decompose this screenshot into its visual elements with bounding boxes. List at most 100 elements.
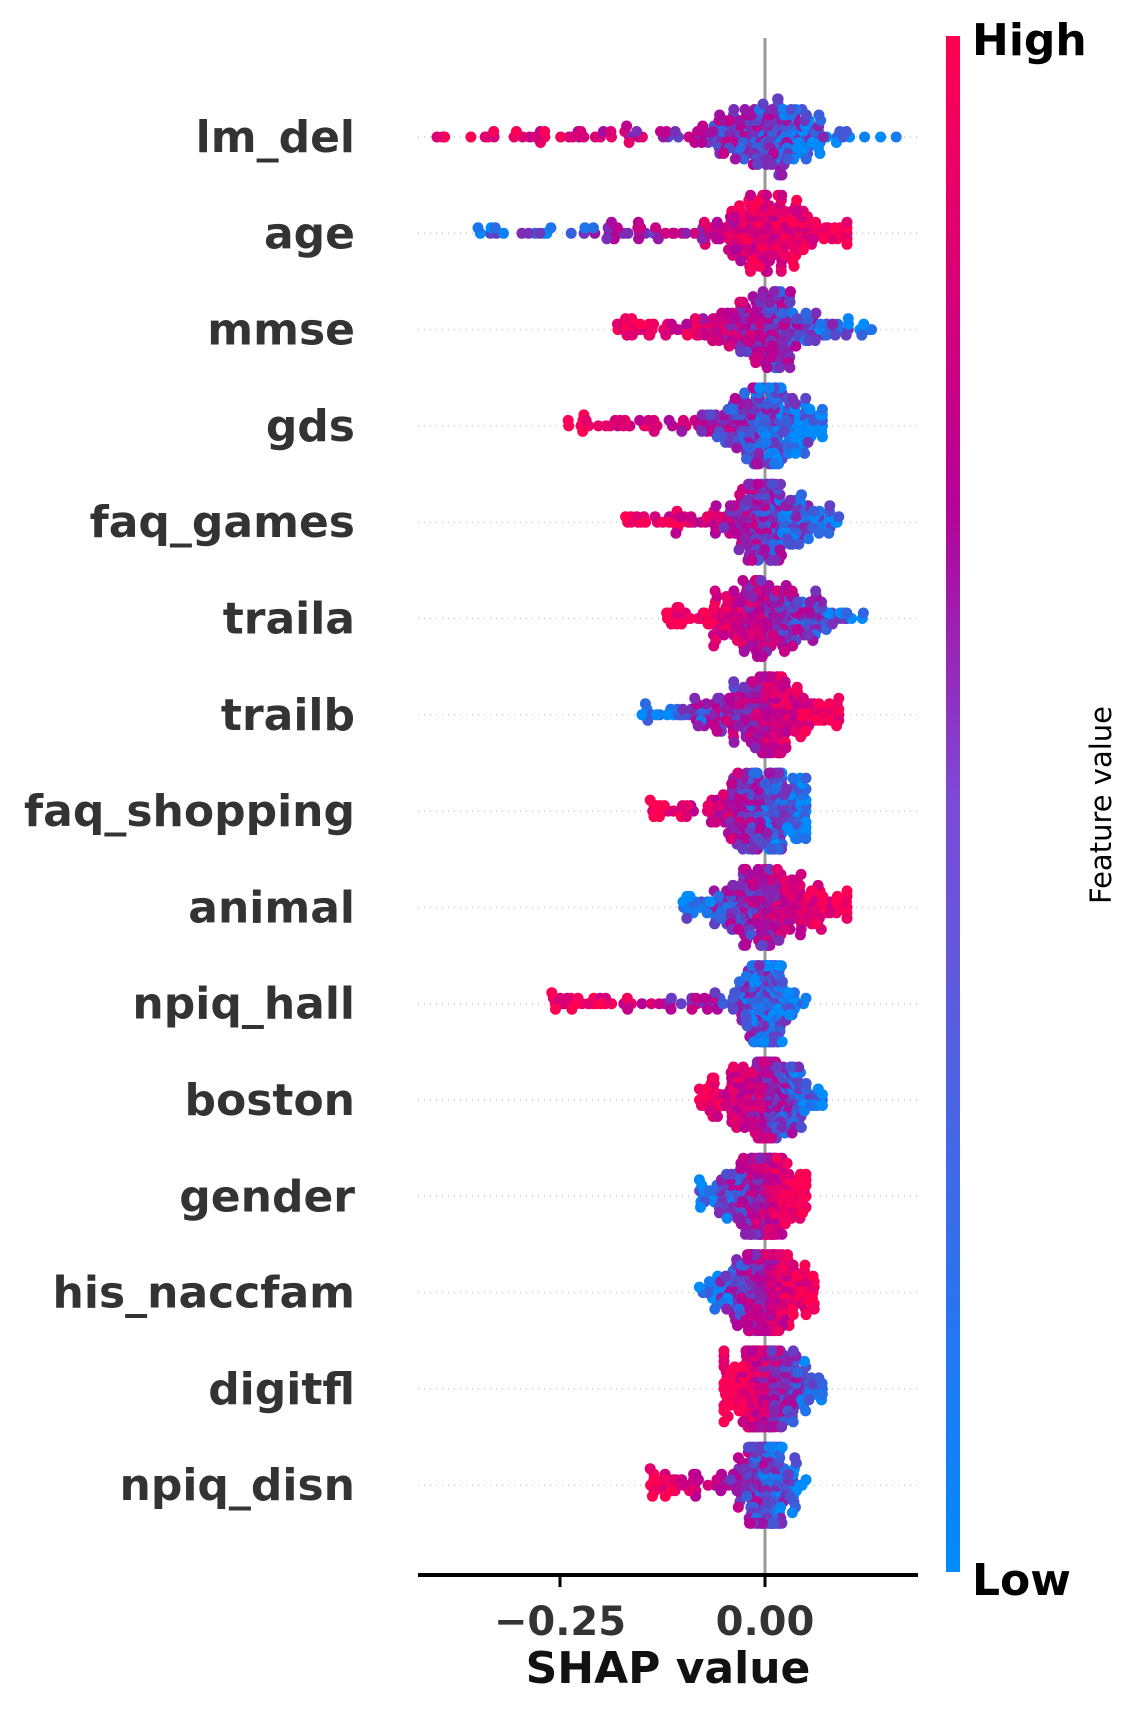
point-animal	[705, 896, 716, 908]
point-npiq_hall	[758, 1036, 770, 1048]
point-npiq_hall	[686, 1003, 698, 1015]
point-gds	[562, 414, 574, 426]
point-age	[489, 222, 501, 234]
point-traila	[671, 602, 683, 613]
point-age	[534, 227, 546, 239]
point-digitfl	[718, 1416, 730, 1428]
point-age	[761, 189, 772, 201]
point-faq_shopping	[702, 800, 714, 812]
point-trailb	[720, 714, 732, 726]
point-gds	[760, 436, 772, 448]
point-gds	[696, 425, 708, 437]
feature-label-npiq_disn: npiq_disn	[120, 1460, 356, 1511]
point-age	[633, 233, 645, 245]
point-digitfl	[763, 1421, 775, 1433]
x-tick-label: −0.25	[494, 1599, 626, 1645]
point-animal	[752, 863, 764, 875]
point-boston	[719, 1089, 731, 1100]
point-age	[735, 255, 747, 267]
point-faq_games	[752, 478, 764, 490]
point-gds	[754, 382, 766, 394]
point-npiq_disn	[644, 1463, 656, 1475]
point-age	[579, 222, 591, 234]
point-mmse	[660, 329, 672, 341]
point-npiq_hall	[690, 992, 702, 1004]
point-gds	[816, 403, 828, 415]
point-age	[797, 244, 809, 256]
point-animal	[824, 907, 836, 919]
point-animal	[733, 923, 745, 935]
x-axis-title: SHAP value	[526, 1643, 811, 1694]
point-his_naccfam	[721, 1303, 733, 1315]
point-boston	[784, 1061, 796, 1073]
point-animal	[677, 896, 689, 908]
point-lm_del	[431, 131, 443, 143]
point-npiq_hall	[621, 992, 633, 1004]
point-trailb	[639, 698, 651, 710]
point-trailb	[747, 676, 759, 688]
point-gender	[797, 1207, 809, 1219]
point-traila	[787, 640, 799, 652]
point-npiq_hall	[699, 992, 710, 1004]
point-faq_games	[824, 500, 836, 512]
point-his_naccfam	[742, 1320, 754, 1332]
point-faq_shopping	[773, 767, 785, 779]
point-trailb	[800, 725, 812, 737]
point-faq_games	[770, 554, 782, 566]
point-lm_del	[733, 115, 745, 126]
point-faq_games	[670, 527, 682, 539]
point-animal	[817, 890, 829, 902]
point-traila	[737, 575, 749, 586]
point-digitfl	[792, 1366, 804, 1378]
point-npiq_hall	[776, 976, 788, 988]
point-faq_shopping	[759, 778, 771, 790]
point-faq_shopping	[737, 843, 749, 855]
point-mmse	[644, 329, 656, 341]
point-lm_del	[697, 120, 709, 132]
point-faq_games	[620, 511, 632, 523]
point-boston	[786, 1127, 798, 1139]
point-age	[606, 216, 617, 228]
point-faq_games	[784, 538, 796, 550]
feature-label-boston: boston	[185, 1075, 356, 1126]
point-his_naccfam	[799, 1259, 811, 1271]
point-npiq_disn	[745, 1517, 757, 1529]
point-his_naccfam	[774, 1249, 785, 1261]
point-mmse	[764, 296, 776, 308]
point-his_naccfam	[787, 1309, 799, 1321]
point-his_naccfam	[772, 1325, 784, 1337]
point-npiq_hall	[727, 1003, 739, 1015]
point-faq_games	[766, 478, 778, 490]
point-digitfl	[736, 1361, 748, 1373]
point-mmse	[768, 286, 780, 298]
point-gds	[614, 414, 626, 426]
point-npiq_disn	[684, 1485, 695, 1497]
point-faq_games	[701, 511, 713, 523]
point-traila	[671, 618, 683, 630]
point-faq_shopping	[792, 833, 804, 845]
point-faq_games	[796, 489, 807, 501]
point-gds	[816, 431, 828, 443]
point-faq_games	[713, 511, 725, 523]
point-lm_del	[729, 153, 741, 165]
point-his_naccfam	[782, 1249, 793, 1261]
point-age	[745, 189, 756, 201]
point-trailb	[813, 714, 825, 726]
point-his_naccfam	[762, 1249, 774, 1261]
point-faq_shopping	[761, 827, 773, 839]
point-gender	[739, 1228, 751, 1240]
point-lm_del	[669, 126, 681, 137]
point-animal	[740, 939, 752, 951]
point-boston	[793, 1061, 805, 1073]
point-digitfl	[747, 1421, 758, 1433]
point-age	[820, 222, 832, 234]
point-animal	[763, 863, 775, 875]
point-digitfl	[776, 1421, 788, 1433]
point-gds	[676, 425, 688, 437]
point-faq_games	[733, 544, 745, 556]
point-animal	[681, 912, 693, 924]
point-trailb	[749, 742, 761, 754]
point-gender	[779, 1218, 791, 1230]
point-digitfl	[782, 1355, 794, 1367]
point-mmse	[774, 362, 786, 374]
